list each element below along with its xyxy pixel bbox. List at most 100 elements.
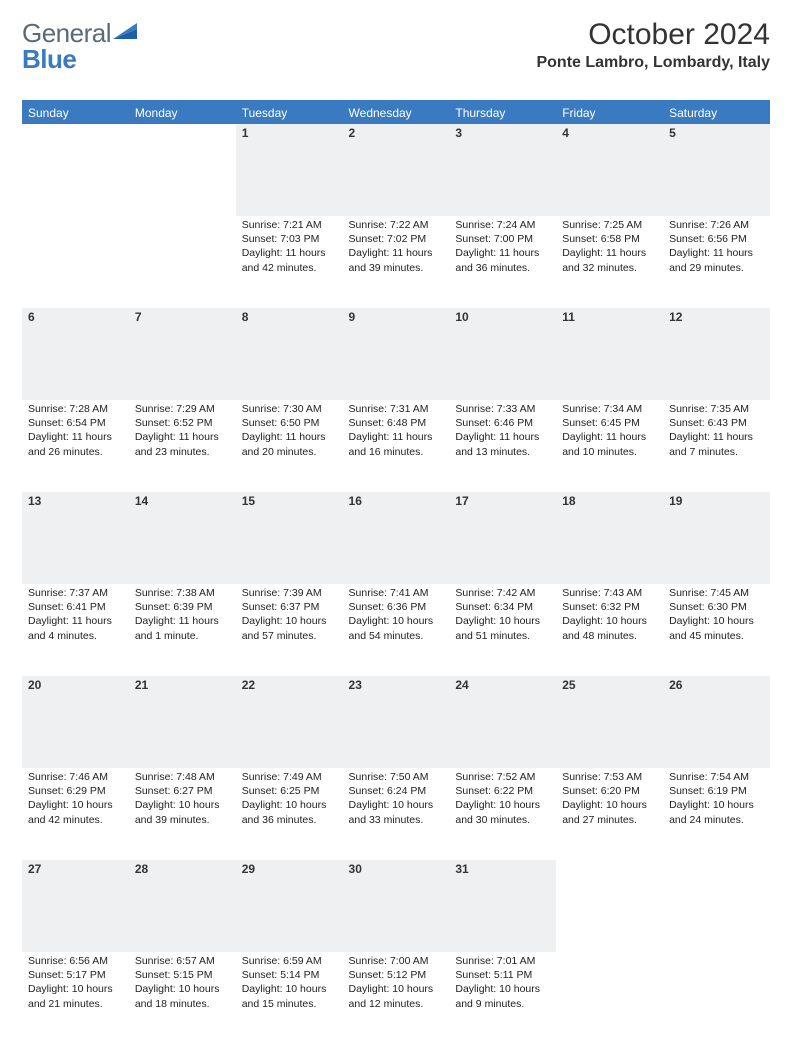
day-cell: Sunrise: 7:35 AMSunset: 6:43 PMDaylight:… [663,400,770,467]
day-body-cell: Sunrise: 7:34 AMSunset: 6:45 PMDaylight:… [556,400,663,492]
daylight: Daylight: 11 hours and 36 minutes. [455,246,550,274]
daylight: Daylight: 11 hours and 13 minutes. [455,430,550,458]
day-body-cell: Sunrise: 7:24 AMSunset: 7:00 PMDaylight:… [449,216,556,308]
day-number: 30 [343,860,450,878]
day-cell: Sunrise: 7:49 AMSunset: 6:25 PMDaylight:… [236,768,343,835]
day-num-cell: 24 [449,676,556,768]
sunrise: Sunrise: 7:43 AM [562,586,657,600]
day-num-cell: 11 [556,308,663,400]
title-block: October 2024 Ponte Lambro, Lombardy, Ita… [536,18,770,72]
daylight: Daylight: 11 hours and 26 minutes. [28,430,123,458]
sunrise: Sunrise: 7:21 AM [242,218,337,232]
weekday-header: Sunday [22,101,129,124]
day-num-cell: 30 [343,860,450,952]
day-cell: Sunrise: 7:50 AMSunset: 6:24 PMDaylight:… [343,768,450,835]
sunset: Sunset: 6:30 PM [669,600,764,614]
sunrise: Sunrise: 7:38 AM [135,586,230,600]
day-body-cell: Sunrise: 7:46 AMSunset: 6:29 PMDaylight:… [22,768,129,860]
day-cell: Sunrise: 7:26 AMSunset: 6:56 PMDaylight:… [663,216,770,283]
daylight: Daylight: 10 hours and 9 minutes. [455,982,550,1010]
day-body-cell: Sunrise: 7:22 AMSunset: 7:02 PMDaylight:… [343,216,450,308]
day-cell: Sunrise: 7:31 AMSunset: 6:48 PMDaylight:… [343,400,450,467]
day-num-cell: 18 [556,492,663,584]
weekday-header: Thursday [449,101,556,124]
daylight: Daylight: 10 hours and 18 minutes. [135,982,230,1010]
day-num-cell [129,124,236,216]
daylight: Daylight: 11 hours and 42 minutes. [242,246,337,274]
day-cell: Sunrise: 7:29 AMSunset: 6:52 PMDaylight:… [129,400,236,467]
day-body-cell: Sunrise: 7:42 AMSunset: 6:34 PMDaylight:… [449,584,556,676]
daylight: Daylight: 10 hours and 39 minutes. [135,798,230,826]
daylight: Daylight: 11 hours and 16 minutes. [349,430,444,458]
sunset: Sunset: 6:22 PM [455,784,550,798]
daylight: Daylight: 11 hours and 23 minutes. [135,430,230,458]
day-number: 29 [236,860,343,878]
header: General October 2024 Ponte Lambro, Lomba… [22,18,770,72]
day-body-cell: Sunrise: 7:28 AMSunset: 6:54 PMDaylight:… [22,400,129,492]
day-num-cell: 8 [236,308,343,400]
day-num-cell [556,860,663,952]
daylight: Daylight: 11 hours and 20 minutes. [242,430,337,458]
day-num-cell: 31 [449,860,556,952]
sunrise: Sunrise: 7:39 AM [242,586,337,600]
day-cell: Sunrise: 6:57 AMSunset: 5:15 PMDaylight:… [129,952,236,1019]
day-cell: Sunrise: 7:37 AMSunset: 6:41 PMDaylight:… [22,584,129,651]
flag-icon [113,21,139,46]
day-cell: Sunrise: 7:21 AMSunset: 7:03 PMDaylight:… [236,216,343,283]
sunset: Sunset: 6:32 PM [562,600,657,614]
daylight: Daylight: 11 hours and 32 minutes. [562,246,657,274]
day-body-cell: Sunrise: 7:49 AMSunset: 6:25 PMDaylight:… [236,768,343,860]
calendar-table: SundayMondayTuesdayWednesdayThursdayFrid… [22,100,770,1044]
day-body-cell: Sunrise: 7:45 AMSunset: 6:30 PMDaylight:… [663,584,770,676]
sunrise: Sunrise: 7:54 AM [669,770,764,784]
day-num-cell: 22 [236,676,343,768]
sunset: Sunset: 6:46 PM [455,416,550,430]
day-body-cell: Sunrise: 7:25 AMSunset: 6:58 PMDaylight:… [556,216,663,308]
daylight: Daylight: 10 hours and 33 minutes. [349,798,444,826]
day-cell: Sunrise: 7:28 AMSunset: 6:54 PMDaylight:… [22,400,129,467]
day-num-cell: 7 [129,308,236,400]
day-number: 28 [129,860,236,878]
weekday-header: Monday [129,101,236,124]
sunset: Sunset: 5:15 PM [135,968,230,982]
sunset: Sunset: 6:41 PM [28,600,123,614]
day-num-cell: 27 [22,860,129,952]
day-number: 3 [449,124,556,142]
day-num-cell: 2 [343,124,450,216]
day-num-cell: 5 [663,124,770,216]
day-number: 6 [22,308,129,326]
day-body-cell: Sunrise: 7:54 AMSunset: 6:19 PMDaylight:… [663,768,770,860]
sunset: Sunset: 6:39 PM [135,600,230,614]
sunset: Sunset: 6:52 PM [135,416,230,430]
day-cell: Sunrise: 7:42 AMSunset: 6:34 PMDaylight:… [449,584,556,651]
sunrise: Sunrise: 7:42 AM [455,586,550,600]
sunrise: Sunrise: 7:26 AM [669,218,764,232]
day-num-cell: 28 [129,860,236,952]
day-number: 8 [236,308,343,326]
day-num-cell: 9 [343,308,450,400]
sunset: Sunset: 5:11 PM [455,968,550,982]
daylight: Daylight: 10 hours and 48 minutes. [562,614,657,642]
day-number: 16 [343,492,450,510]
weekday-header: Friday [556,101,663,124]
daylight: Daylight: 10 hours and 45 minutes. [669,614,764,642]
sunrise: Sunrise: 7:29 AM [135,402,230,416]
day-body-cell: Sunrise: 7:41 AMSunset: 6:36 PMDaylight:… [343,584,450,676]
daylight: Daylight: 10 hours and 24 minutes. [669,798,764,826]
day-cell: Sunrise: 7:43 AMSunset: 6:32 PMDaylight:… [556,584,663,651]
day-body-cell: Sunrise: 6:56 AMSunset: 5:17 PMDaylight:… [22,952,129,1044]
day-num-cell: 26 [663,676,770,768]
daylight: Daylight: 11 hours and 39 minutes. [349,246,444,274]
day-num-cell: 17 [449,492,556,584]
day-number: 26 [663,676,770,694]
sunrise: Sunrise: 7:31 AM [349,402,444,416]
sunrise: Sunrise: 7:46 AM [28,770,123,784]
sunset: Sunset: 6:25 PM [242,784,337,798]
day-number: 27 [22,860,129,878]
day-cell: Sunrise: 7:54 AMSunset: 6:19 PMDaylight:… [663,768,770,835]
day-body-cell: Sunrise: 7:35 AMSunset: 6:43 PMDaylight:… [663,400,770,492]
daylight: Daylight: 11 hours and 7 minutes. [669,430,764,458]
daylight: Daylight: 11 hours and 1 minute. [135,614,230,642]
day-num-cell: 20 [22,676,129,768]
day-number: 11 [556,308,663,326]
